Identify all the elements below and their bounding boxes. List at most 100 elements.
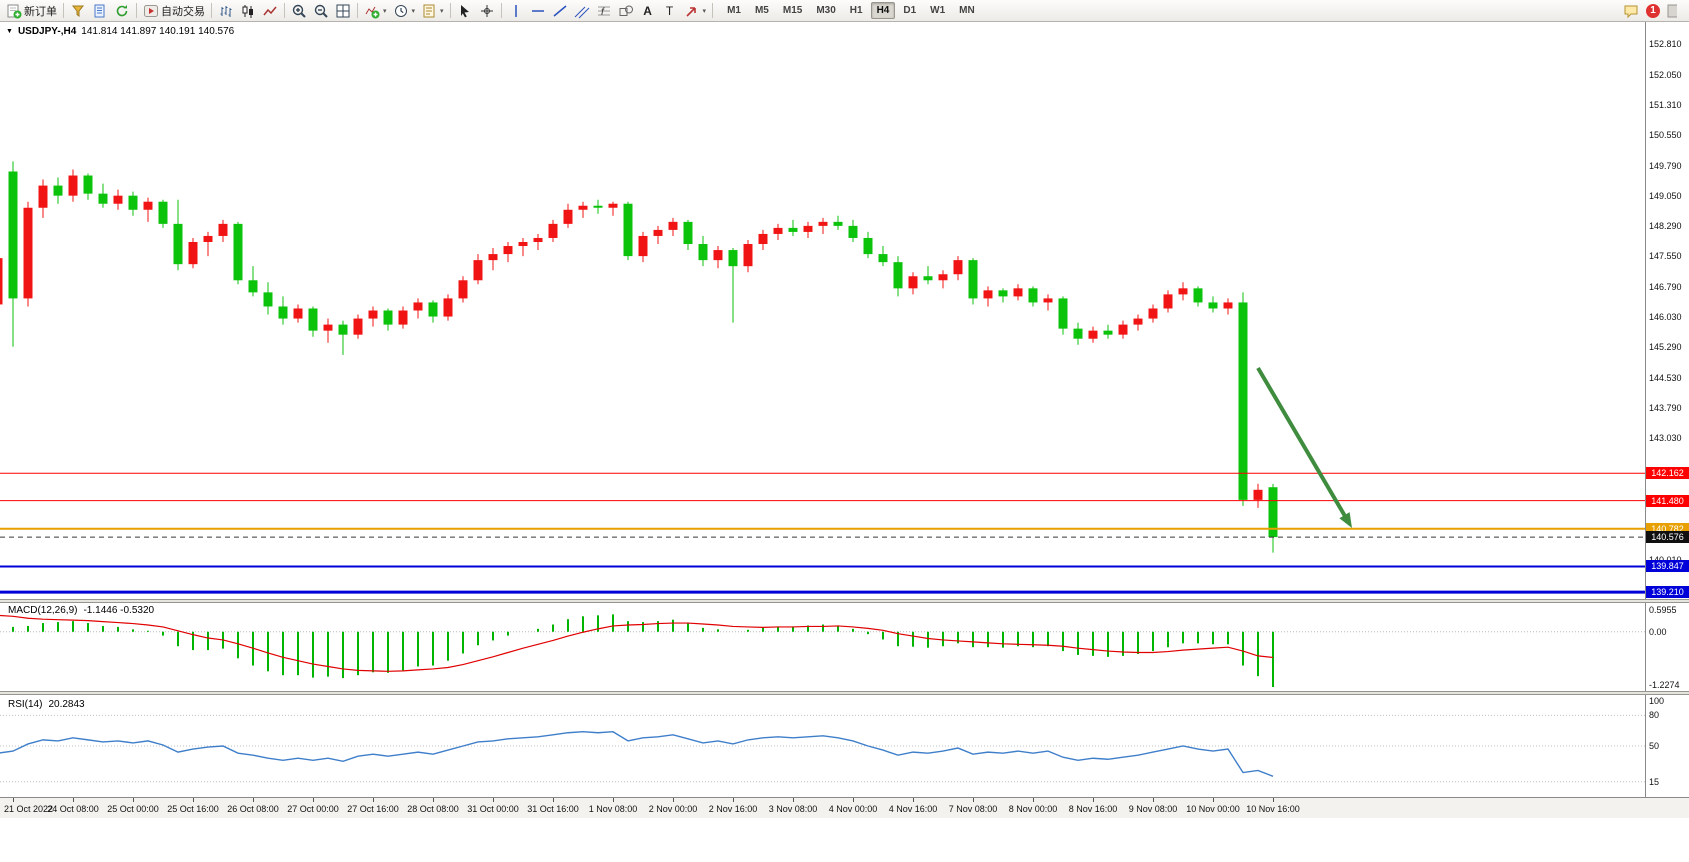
time-tick	[913, 798, 914, 802]
toolbar-separator	[63, 3, 64, 18]
candle-body	[353, 318, 363, 335]
line-chart-button[interactable]	[259, 1, 281, 21]
funnel-icon-button[interactable]	[67, 1, 89, 21]
timeframe-h1-button[interactable]: H1	[849, 5, 863, 16]
time-axis[interactable]: 21 Oct 2022 24 Oct 08:00 25 Oct 00:00 25 Oc…	[0, 797, 1689, 818]
panel-resize-handle-macd[interactable]	[0, 599, 1689, 603]
candle-body	[383, 310, 393, 325]
price-axis-border	[1645, 22, 1646, 797]
trendline-icon	[552, 3, 568, 19]
candle-body	[908, 276, 918, 289]
templates-button[interactable]: ▾	[418, 1, 447, 21]
equidistant-channel-button[interactable]	[571, 1, 593, 21]
candle-body	[188, 242, 198, 265]
label-icon: T	[665, 3, 674, 18]
rsi-label: RSI(14) 20.2843	[8, 699, 85, 710]
timeframe-mn-button[interactable]: MN	[959, 5, 975, 16]
candle-body	[608, 203, 618, 208]
candle-body	[248, 280, 258, 293]
candle-body	[848, 225, 858, 238]
time-axis-label: 2 Nov 16:00	[708, 804, 758, 814]
time-axis-label: 10 Nov 00:00	[1186, 804, 1240, 814]
chevron-down-icon[interactable]: ▾	[383, 7, 387, 15]
candlestick-chart-button[interactable]	[237, 1, 259, 21]
time-tick	[73, 798, 74, 802]
candle-body	[1088, 330, 1098, 339]
toolbar-separator	[449, 3, 451, 18]
chat-button[interactable]	[1620, 1, 1642, 21]
template-icon	[421, 3, 437, 19]
time-axis-label: 31 Oct 16:00	[527, 804, 579, 814]
horizontal-line-button[interactable]	[527, 1, 549, 21]
candle-body	[308, 308, 318, 331]
text-icon: A	[643, 3, 652, 18]
time-tick	[193, 798, 194, 802]
candle-body	[728, 250, 738, 267]
notification-badge[interactable]: 1	[1646, 3, 1660, 18]
bar-chart-button[interactable]	[215, 1, 237, 21]
candle-body	[863, 237, 873, 255]
candle-body	[638, 235, 648, 257]
candle-body	[518, 242, 528, 247]
candle-body	[758, 233, 768, 245]
timeframe-m15-button[interactable]: M15	[782, 5, 803, 16]
timeframe-m5-button[interactable]: M5	[754, 5, 769, 16]
text-label-button[interactable]: T	[659, 1, 681, 21]
candle-body	[398, 310, 408, 325]
tile-windows-button[interactable]	[332, 1, 354, 21]
periods-button[interactable]: ▾	[390, 1, 419, 21]
candle-body	[593, 205, 603, 208]
candle-body	[893, 262, 903, 289]
time-axis-label: 4 Nov 16:00	[888, 804, 938, 814]
chevron-down-icon[interactable]: ▾	[702, 7, 707, 15]
timeframe-m30-button[interactable]: M30	[816, 5, 836, 16]
toolbar: 新订单 自动交易 ▾ ▾ ▾ f A T ▾ M1 M5 M15 M30 H1 H4 D1 W1 MN 1	[0, 0, 1689, 22]
candle-body	[623, 203, 633, 257]
time-axis-label: 10 Nov 16:00	[1246, 804, 1300, 814]
timeframe-d1-button[interactable]: D1	[903, 5, 917, 16]
trendline-button[interactable]	[549, 1, 571, 21]
time-axis-label: 3 Nov 08:00	[768, 804, 818, 814]
horizontal-line-icon	[530, 3, 546, 19]
timeframe-m1-button[interactable]: M1	[727, 5, 741, 16]
clock-icon	[393, 3, 409, 19]
zoom-out-icon	[313, 3, 329, 19]
indicators-button[interactable]: ▾	[361, 1, 390, 21]
shapes-button[interactable]	[615, 1, 637, 21]
chevron-down-icon[interactable]: ▾	[411, 7, 416, 15]
candle-body	[128, 195, 138, 210]
time-axis-label: 21 Oct 2022	[4, 804, 54, 814]
timeframe-w1-button[interactable]: W1	[930, 5, 946, 16]
zoom-in-button[interactable]	[288, 1, 310, 21]
candle-body	[938, 274, 948, 281]
candle-body	[323, 324, 333, 331]
timeframe-h4-button[interactable]: H4	[870, 2, 896, 19]
zoom-out-button[interactable]	[310, 1, 332, 21]
new-order-button[interactable]: 新订单	[3, 1, 60, 21]
vertical-line-button[interactable]	[505, 1, 527, 21]
fibonacci-button[interactable]: f	[593, 1, 615, 21]
crosshair-button[interactable]	[476, 1, 498, 21]
autotrading-button[interactable]: 自动交易	[140, 1, 208, 21]
document-icon-button[interactable]	[89, 1, 111, 21]
candle-body	[38, 185, 48, 208]
panel-resize-handle-rsi[interactable]	[0, 691, 1689, 695]
chevron-down-icon[interactable]: ▾	[440, 7, 444, 15]
candle-body	[1058, 298, 1068, 329]
refresh-icon-button[interactable]	[111, 1, 133, 21]
cut-off-toolbar-icon[interactable]	[1664, 1, 1684, 21]
time-tick	[493, 798, 494, 802]
text-button[interactable]: A	[637, 1, 659, 21]
candle-body	[203, 235, 213, 243]
candle-body	[698, 244, 708, 261]
candle-body	[503, 246, 513, 255]
candle-body	[953, 260, 963, 275]
arrows-button[interactable]: ▾	[681, 1, 710, 21]
sell-signal-arrow[interactable]	[1256, 366, 1350, 522]
macd-signal-line	[0, 614, 1274, 672]
candle-body	[488, 254, 498, 261]
candle-body	[1178, 288, 1188, 295]
cursor-button[interactable]	[454, 1, 476, 21]
